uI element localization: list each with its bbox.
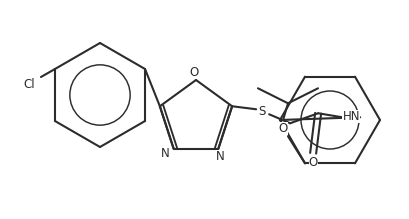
Text: N: N bbox=[161, 147, 170, 160]
Text: O: O bbox=[279, 122, 288, 135]
Text: N: N bbox=[216, 150, 225, 163]
Text: Cl: Cl bbox=[23, 78, 35, 92]
Text: S: S bbox=[258, 105, 266, 118]
Text: O: O bbox=[189, 65, 199, 78]
Text: O: O bbox=[308, 156, 318, 169]
Text: HN: HN bbox=[342, 110, 360, 123]
